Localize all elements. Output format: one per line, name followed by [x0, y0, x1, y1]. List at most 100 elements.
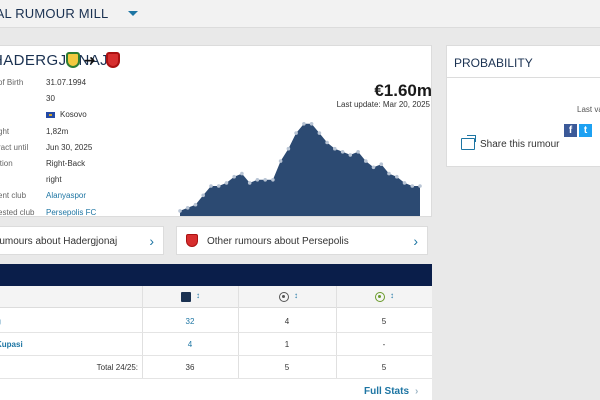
info-label: of Birth: [0, 78, 24, 87]
assists-cell: 5: [381, 317, 387, 326]
sort-icon[interactable]: ↕: [294, 291, 298, 300]
table-row: g 32 4 5: [0, 310, 432, 333]
chart-point[interactable]: [317, 131, 322, 135]
chart-point[interactable]: [201, 193, 205, 198]
club-rumours-label: Other rumours about Persepolis: [207, 236, 349, 247]
chart-point[interactable]: [240, 171, 244, 176]
info-label: ition: [0, 159, 13, 168]
goals-cell: 4: [284, 317, 290, 326]
chart-point[interactable]: [286, 146, 291, 151]
chart-point[interactable]: [294, 131, 298, 135]
chart-point[interactable]: [340, 150, 345, 154]
page-title[interactable]: NAL RUMOUR MILL: [0, 6, 109, 21]
chart-point[interactable]: [224, 181, 229, 185]
chart-point[interactable]: [193, 202, 198, 207]
sort-icon[interactable]: ↕: [196, 291, 200, 300]
probability-last-value-label: Last va: [577, 105, 600, 114]
chart-point[interactable]: [255, 178, 260, 182]
probability-panel: PROBABILITY Last va f t Share this rumou…: [446, 45, 600, 167]
chevron-down-icon[interactable]: [128, 11, 138, 16]
market-value-chart[interactable]: [176, 118, 428, 216]
chart-point[interactable]: [209, 184, 213, 188]
info-value[interactable]: Persepolis FC: [46, 207, 97, 217]
table-row: Kupasi 4 1 -: [0, 333, 432, 356]
persepolis-crest-icon: [186, 234, 198, 247]
info-label: ested club: [0, 207, 35, 217]
stats-table: ↕ ↕ ↕ g 32 4 5 Kupasi 4 1 - Total 24/25:…: [0, 264, 432, 400]
chart-point[interactable]: [379, 162, 384, 166]
info-value: 31.07.1994: [46, 78, 87, 87]
chart-point[interactable]: [348, 153, 353, 157]
competition-link[interactable]: g: [0, 317, 1, 326]
info-value: Right-Back: [46, 159, 86, 168]
player-rumours-label: rumours about Hadergjonaj: [0, 236, 118, 247]
market-value: €1.60m: [374, 81, 432, 100]
competition-link[interactable]: Kupasi: [0, 340, 23, 349]
probability-header: PROBABILITY: [447, 46, 600, 78]
share-rumour-link[interactable]: Share this rumour: [480, 139, 560, 150]
twitter-icon[interactable]: t: [579, 124, 592, 137]
total-label: Total 24/25:: [96, 363, 138, 372]
appearances-cell[interactable]: 4: [187, 340, 193, 349]
assists-icon[interactable]: [375, 292, 385, 302]
info-label: ght: [0, 126, 10, 136]
chevron-right-icon: ›: [413, 233, 418, 249]
chart-point[interactable]: [271, 178, 275, 182]
club-rumours-button[interactable]: Other rumours about Persepolis ›: [176, 226, 428, 255]
total-appearances: 36: [185, 363, 195, 372]
interested-club-crest-icon: [106, 52, 120, 68]
assists-cell: -: [382, 340, 386, 349]
info-value: 1,82m: [46, 126, 69, 136]
sort-icon[interactable]: ↕: [390, 291, 394, 300]
chart-point[interactable]: [232, 174, 236, 179]
full-stats-link[interactable]: Full Stats ›: [364, 386, 418, 397]
total-row: Total 24/25: 36 5 5: [0, 356, 432, 379]
chart-point[interactable]: [402, 181, 407, 185]
goals-icon[interactable]: [279, 292, 289, 302]
chart-point[interactable]: [309, 122, 314, 126]
full-stats-label: Full Stats: [364, 386, 410, 397]
chart-point[interactable]: [356, 150, 360, 154]
info-value-text: Kosovo: [60, 110, 87, 120]
info-value: 30: [46, 94, 55, 104]
share-icon[interactable]: [461, 135, 476, 150]
chart-point[interactable]: [364, 159, 368, 163]
chart-point[interactable]: [216, 184, 221, 188]
chevron-right-icon: ›: [415, 386, 419, 397]
chart-point[interactable]: [387, 171, 391, 176]
stats-table-bar: [0, 264, 432, 286]
chart-point[interactable]: [278, 159, 283, 163]
chart-point[interactable]: [371, 165, 376, 170]
probability-title: PROBABILITY: [454, 56, 533, 70]
appearances-cell[interactable]: 32: [185, 317, 195, 326]
chart-point[interactable]: [247, 181, 252, 185]
chart-point[interactable]: [302, 122, 306, 126]
info-value: Kosovo: [46, 110, 87, 119]
chart-point[interactable]: [418, 184, 422, 188]
top-header: NAL RUMOUR MILL: [0, 0, 600, 28]
info-value[interactable]: Alanyaspor: [46, 191, 87, 201]
chart-point[interactable]: [395, 174, 399, 179]
chart-point[interactable]: [410, 184, 415, 188]
chart-point[interactable]: [185, 206, 190, 210]
chart-point[interactable]: [178, 209, 182, 213]
current-club-crest-icon: [66, 52, 80, 68]
info-label: ent club: [0, 191, 27, 201]
total-goals: 5: [284, 363, 290, 372]
info-label: ract until: [0, 142, 29, 152]
transfer-arrow-icon: ➜: [84, 52, 96, 68]
appearances-icon[interactable]: [181, 292, 191, 302]
info-value: right: [46, 175, 62, 185]
chart-point[interactable]: [325, 140, 329, 145]
chart-point[interactable]: [263, 178, 267, 182]
stats-table-header: ↕ ↕ ↕: [0, 286, 432, 308]
player-rumours-button[interactable]: rumours about Hadergjonaj ›: [0, 226, 164, 255]
info-value: Jun 30, 2025: [46, 142, 93, 152]
facebook-icon[interactable]: f: [564, 124, 577, 137]
goals-cell: 1: [284, 340, 290, 349]
chevron-right-icon: ›: [149, 233, 154, 249]
player-name: HADERGJONAJ: [0, 52, 109, 69]
total-assists: 5: [381, 363, 387, 372]
chart-area: [180, 123, 420, 216]
chart-point[interactable]: [333, 146, 337, 151]
